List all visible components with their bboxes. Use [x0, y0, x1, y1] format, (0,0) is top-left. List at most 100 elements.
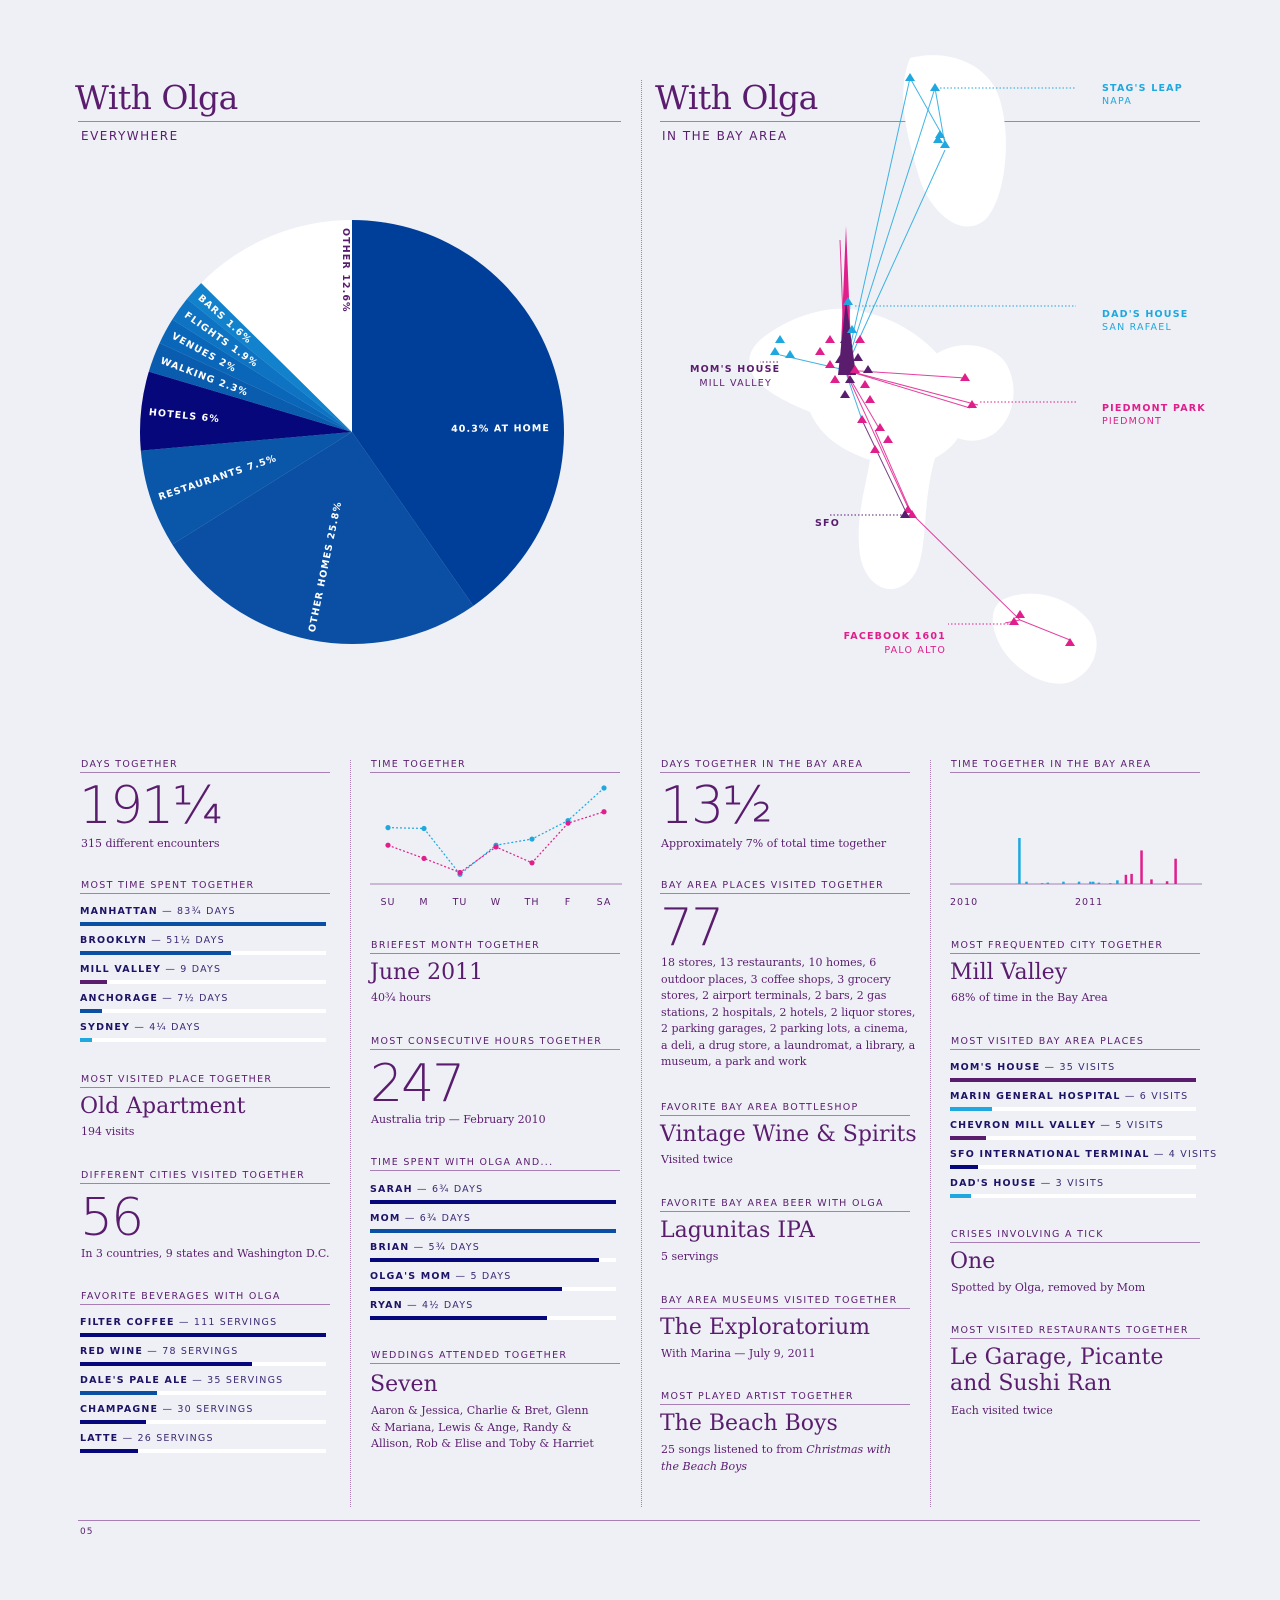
map-sub-moms-house: MILL VALLEY	[699, 378, 772, 389]
bar-fill	[80, 1420, 147, 1424]
bar-list-label: SARAH — 6¾ DAYS	[370, 1184, 484, 1195]
bar-list-label: RYAN — 4½ DAYS	[370, 1300, 474, 1311]
rule	[80, 1183, 330, 1184]
bay-time-bar	[1124, 874, 1128, 884]
bar-fill	[950, 1078, 1196, 1082]
weekday-point	[601, 785, 607, 791]
beverages-label: FAVORITE BEVERAGES WITH OLGA	[81, 1291, 281, 1302]
bar-fill	[80, 922, 326, 926]
bottleshop-value: Vintage Wine & Spirits	[660, 1122, 917, 1147]
pie-slice-bars	[186, 283, 352, 432]
briefest-month-desc: 40¾ hours	[371, 991, 431, 1004]
bar-track	[370, 1258, 616, 1262]
bar-list-item: SARAH — 6¾ DAYS	[370, 1184, 616, 1212]
bar-fill	[80, 1449, 138, 1453]
rule	[370, 953, 620, 954]
bar-list-label: OLGA'S MOM — 5 DAYS	[370, 1271, 512, 1282]
bar-fill	[80, 951, 232, 955]
weddings-desc: Aaron & Jessica, Charlie & Bret, Glenn &…	[371, 1404, 594, 1450]
bar-track	[80, 1009, 326, 1013]
page-number: 05	[80, 1527, 94, 1537]
bar-list-label: DALE'S PALE ALE — 35 SERVINGS	[80, 1375, 284, 1386]
rule	[660, 1115, 910, 1116]
weekday-tick: W	[491, 897, 501, 908]
frequented-city-label: MOST FREQUENTED CITY TOGETHER	[951, 940, 1164, 951]
footer-rule	[78, 1520, 1200, 1521]
bar-track	[950, 1078, 1196, 1082]
weddings-label: WEDDINGS ATTENDED TOGETHER	[371, 1350, 568, 1361]
frequented-city-value: Mill Valley	[950, 960, 1068, 985]
bar-list-label: SYDNEY — 4¼ DAYS	[80, 1022, 201, 1033]
bar-fill	[370, 1258, 599, 1262]
cities-label: DIFFERENT CITIES VISITED TOGETHER	[81, 1170, 306, 1181]
weekday-point	[529, 860, 535, 866]
bar-list-item: FILTER COFFEE — 111 SERVINGS	[80, 1317, 326, 1345]
bar-list-item: LATTE — 26 SERVINGS	[80, 1433, 326, 1461]
bar-list-label: CHAMPAGNE — 30 SERVINGS	[80, 1404, 254, 1415]
weekday-point	[601, 809, 607, 815]
bar-fill	[370, 1287, 562, 1291]
bar-fill	[950, 1194, 971, 1198]
bay-days-value: 13½	[660, 776, 773, 836]
bay-time-bar	[1077, 881, 1081, 884]
bar-track	[80, 951, 326, 955]
bay-time-bar	[1116, 880, 1119, 884]
cities-value: 56	[80, 1188, 144, 1248]
bar-fill	[370, 1316, 548, 1320]
museums-value: The Exploratorium	[660, 1315, 870, 1340]
bar-list-item: MOM — 6¾ DAYS	[370, 1213, 616, 1241]
bar-list-item: BRIAN — 5¾ DAYS	[370, 1242, 616, 1270]
bar-list-label: BROOKLYN — 51½ DAYS	[80, 935, 225, 946]
weekday-point	[421, 825, 427, 832]
map-label-piedmont: PIEDMONT PARK	[1102, 403, 1206, 414]
rule	[950, 953, 1200, 954]
bay-places-desc: 18 stores, 13 restaurants, 10 homes, 6 o…	[661, 956, 916, 1068]
rule	[370, 1363, 620, 1364]
weekday-point	[457, 869, 463, 876]
weekday-series-1	[387, 811, 605, 874]
map-markers	[770, 73, 1075, 646]
bay-days-label: DAYS TOGETHER IN THE BAY AREA	[661, 759, 864, 770]
bottleshop-desc: Visited twice	[661, 1153, 733, 1166]
weekday-point	[529, 836, 535, 842]
bay-time-bar	[1109, 883, 1112, 884]
bar-list-item: ANCHORAGE — 7½ DAYS	[80, 993, 326, 1021]
rule	[660, 1404, 910, 1405]
bar-track	[950, 1194, 1196, 1198]
days-together-desc: 315 different encounters	[81, 837, 220, 850]
museums-desc: With Marina — July 9, 2011	[661, 1347, 816, 1360]
restaurants-label: MOST VISITED RESTAURANTS TOGETHER	[951, 1325, 1189, 1336]
most-visited-place-value: Old Apartment	[80, 1094, 246, 1119]
weekday-point	[565, 820, 571, 826]
map-label-sfo: SFO	[814, 518, 840, 529]
bar-track	[80, 980, 326, 984]
bar-fill	[370, 1200, 616, 1204]
rule	[80, 893, 330, 894]
bar-fill	[80, 1333, 326, 1337]
bay-area-map	[749, 55, 1097, 684]
tick-label: CRISES INVOLVING A TICK	[951, 1229, 1104, 1240]
bar-list-item: MOM'S HOUSE — 35 VISITS	[950, 1062, 1196, 1090]
map-sub-stags-leap: NAPA	[1102, 96, 1133, 107]
bar-list-item: MARIN GENERAL HOSPITAL — 6 VISITS	[950, 1091, 1196, 1119]
most-time-label: MOST TIME SPENT TOGETHER	[81, 880, 255, 891]
restaurants-desc: Each visited twice	[951, 1404, 1053, 1417]
artist-label: MOST PLAYED ARTIST TOGETHER	[661, 1391, 854, 1402]
bar-list-label: MOM — 6¾ DAYS	[370, 1213, 472, 1224]
pie-slice-flights	[172, 298, 352, 432]
bay-time-bar	[1092, 881, 1095, 884]
museums-label: BAY AREA MUSEUMS VISITED TOGETHER	[661, 1295, 898, 1306]
map-leader-lines	[760, 87, 1076, 625]
bar-list-label: MANHATTAN — 83¾ DAYS	[80, 906, 236, 917]
bar-fill	[80, 1362, 253, 1366]
time-with-label: TIME SPENT WITH OLGA AND...	[371, 1157, 554, 1168]
col-divider-1	[350, 760, 351, 1507]
map-label-facebook: FACEBOOK 1601	[843, 631, 946, 642]
bay-time-bar	[1025, 881, 1028, 884]
bar-list-item: SYDNEY — 4¼ DAYS	[80, 1022, 326, 1050]
bay-places-value: 77	[660, 898, 724, 958]
beer-value: Lagunitas IPA	[660, 1218, 815, 1243]
bar-fill	[950, 1107, 992, 1111]
bar-track	[80, 1038, 326, 1042]
